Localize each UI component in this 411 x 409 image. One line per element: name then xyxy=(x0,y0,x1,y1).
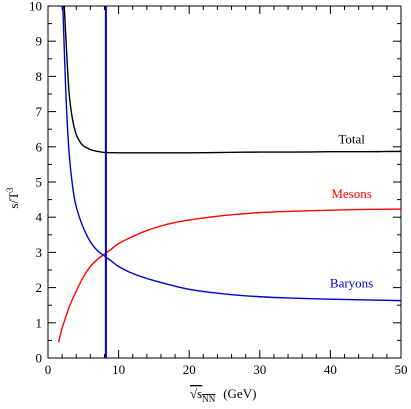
y-tick-label: 3 xyxy=(36,245,43,260)
y-tick-label: 1 xyxy=(36,315,43,330)
x-axis-label-unit: (GeV) xyxy=(223,386,256,401)
series-label-baryons: Baryons xyxy=(330,276,373,291)
series-labels: Total Mesons Baryons xyxy=(330,131,373,290)
y-tick-label: 7 xyxy=(36,104,43,119)
plot-area xyxy=(47,5,402,359)
y-tick-label: 5 xyxy=(36,175,43,190)
ticks: 0 10 20 30 40 50 0 1 2 3 4 5 6 7 8 9 10 xyxy=(29,0,408,377)
series-line-mesons xyxy=(57,208,401,343)
series-line-baryons xyxy=(62,6,401,302)
plot-frame xyxy=(47,5,402,359)
y-tick-label: 6 xyxy=(36,139,43,154)
y-axis-label-sup: 3 xyxy=(5,187,15,192)
x-tick-label: 20 xyxy=(183,362,196,377)
series-label-mesons: Mesons xyxy=(331,186,371,201)
y-tick-label: 0 xyxy=(36,351,43,366)
y-tick-label: 8 xyxy=(36,69,43,84)
x-tick-label: 30 xyxy=(253,362,266,377)
y-tick-label: 10 xyxy=(29,0,42,14)
x-tick-label: 10 xyxy=(112,362,125,377)
series-line-total xyxy=(63,6,401,154)
y-tick-label: 9 xyxy=(36,34,43,49)
series-label-total: Total xyxy=(338,131,365,146)
x-tick-label: 40 xyxy=(324,362,337,377)
x-axis-label-sub: NN xyxy=(202,394,215,404)
x-axis-label: √sNN (GeV) xyxy=(190,386,256,404)
y-tick-label: 2 xyxy=(36,280,43,295)
x-tick-label: 0 xyxy=(45,362,52,377)
curves xyxy=(57,6,401,358)
x-tick-label: 50 xyxy=(395,362,408,377)
y-tick-label: 4 xyxy=(36,210,43,225)
y-axis-label: s/T3 xyxy=(5,187,21,209)
y-axis-label-main: s/T xyxy=(6,192,21,209)
x-axis-label-main: √s xyxy=(190,386,202,401)
